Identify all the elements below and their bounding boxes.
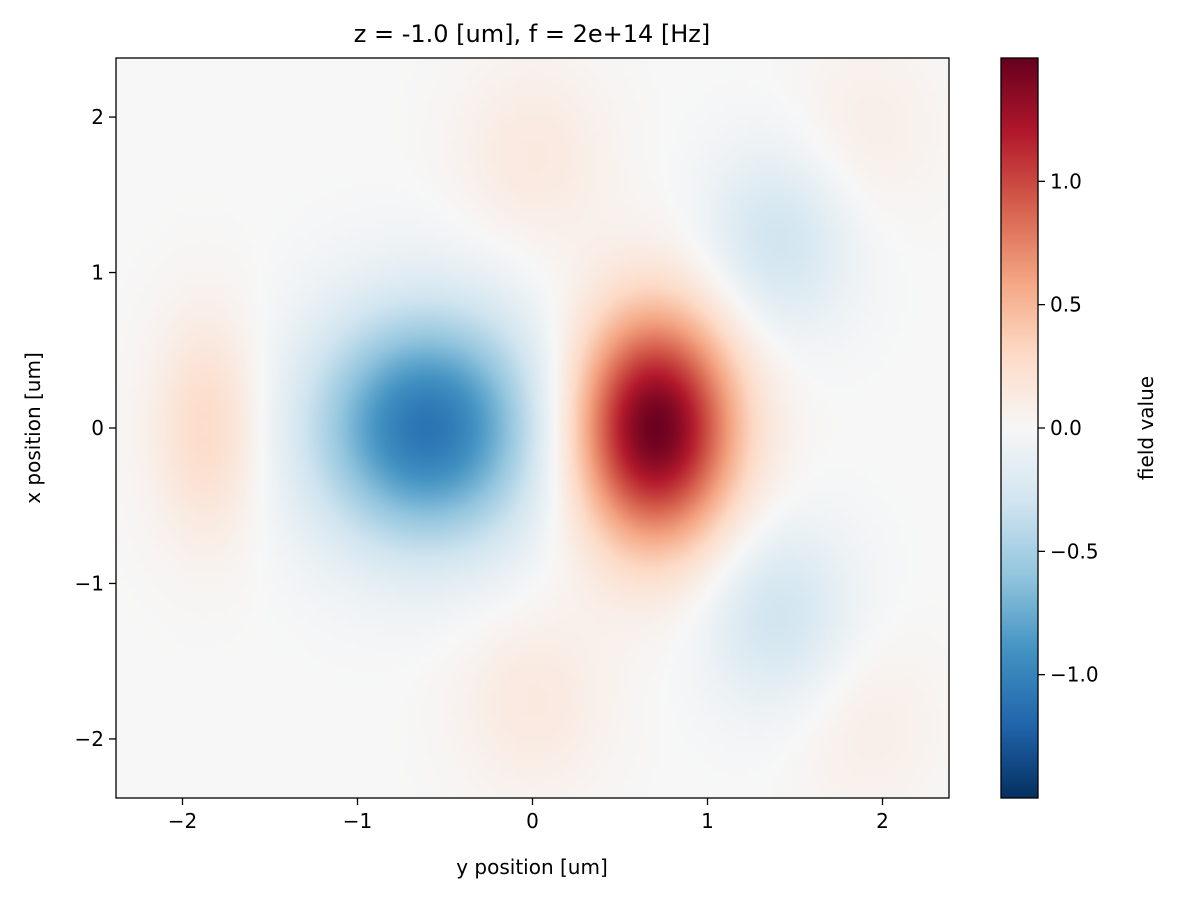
x-tick-label: −1 — [343, 809, 372, 833]
x-tick-label: 2 — [876, 809, 889, 833]
y-tick-label: 2 — [91, 105, 104, 129]
heatmap-image — [116, 58, 949, 798]
y-tick-label: 0 — [91, 416, 104, 440]
x-axis: −2 −1 0 1 2 — [168, 798, 889, 833]
colorbar-tick-label: 0.5 — [1050, 293, 1082, 317]
colorbar-gradient — [1001, 58, 1038, 798]
y-tick-label: 1 — [91, 261, 104, 285]
y-axis-label: x position [um] — [21, 352, 45, 504]
chart-title: z = -1.0 [um], f = 2e+14 [Hz] — [354, 20, 711, 48]
colorbar-tick-label: 0.0 — [1050, 416, 1082, 440]
y-axis: −2 −1 0 1 2 — [75, 105, 116, 751]
x-tick-label: −2 — [168, 809, 197, 833]
colorbar-tick-label: −0.5 — [1050, 539, 1099, 563]
colorbar: −1.0 −0.5 0.0 0.5 1.0 — [1000, 57, 1099, 799]
colorbar-ticks: −1.0 −0.5 0.0 0.5 1.0 — [1038, 169, 1099, 687]
y-tick-label: −2 — [75, 727, 104, 751]
x-tick-label: 1 — [701, 809, 714, 833]
colorbar-label: field value — [1134, 376, 1158, 480]
y-tick-label: −1 — [75, 571, 104, 595]
plot-area — [115, 57, 950, 799]
colorbar-tick-label: 1.0 — [1050, 169, 1082, 193]
x-axis-label: y position [um] — [456, 855, 608, 879]
colorbar-tick-label: −1.0 — [1050, 663, 1099, 687]
x-tick-label: 0 — [526, 809, 539, 833]
